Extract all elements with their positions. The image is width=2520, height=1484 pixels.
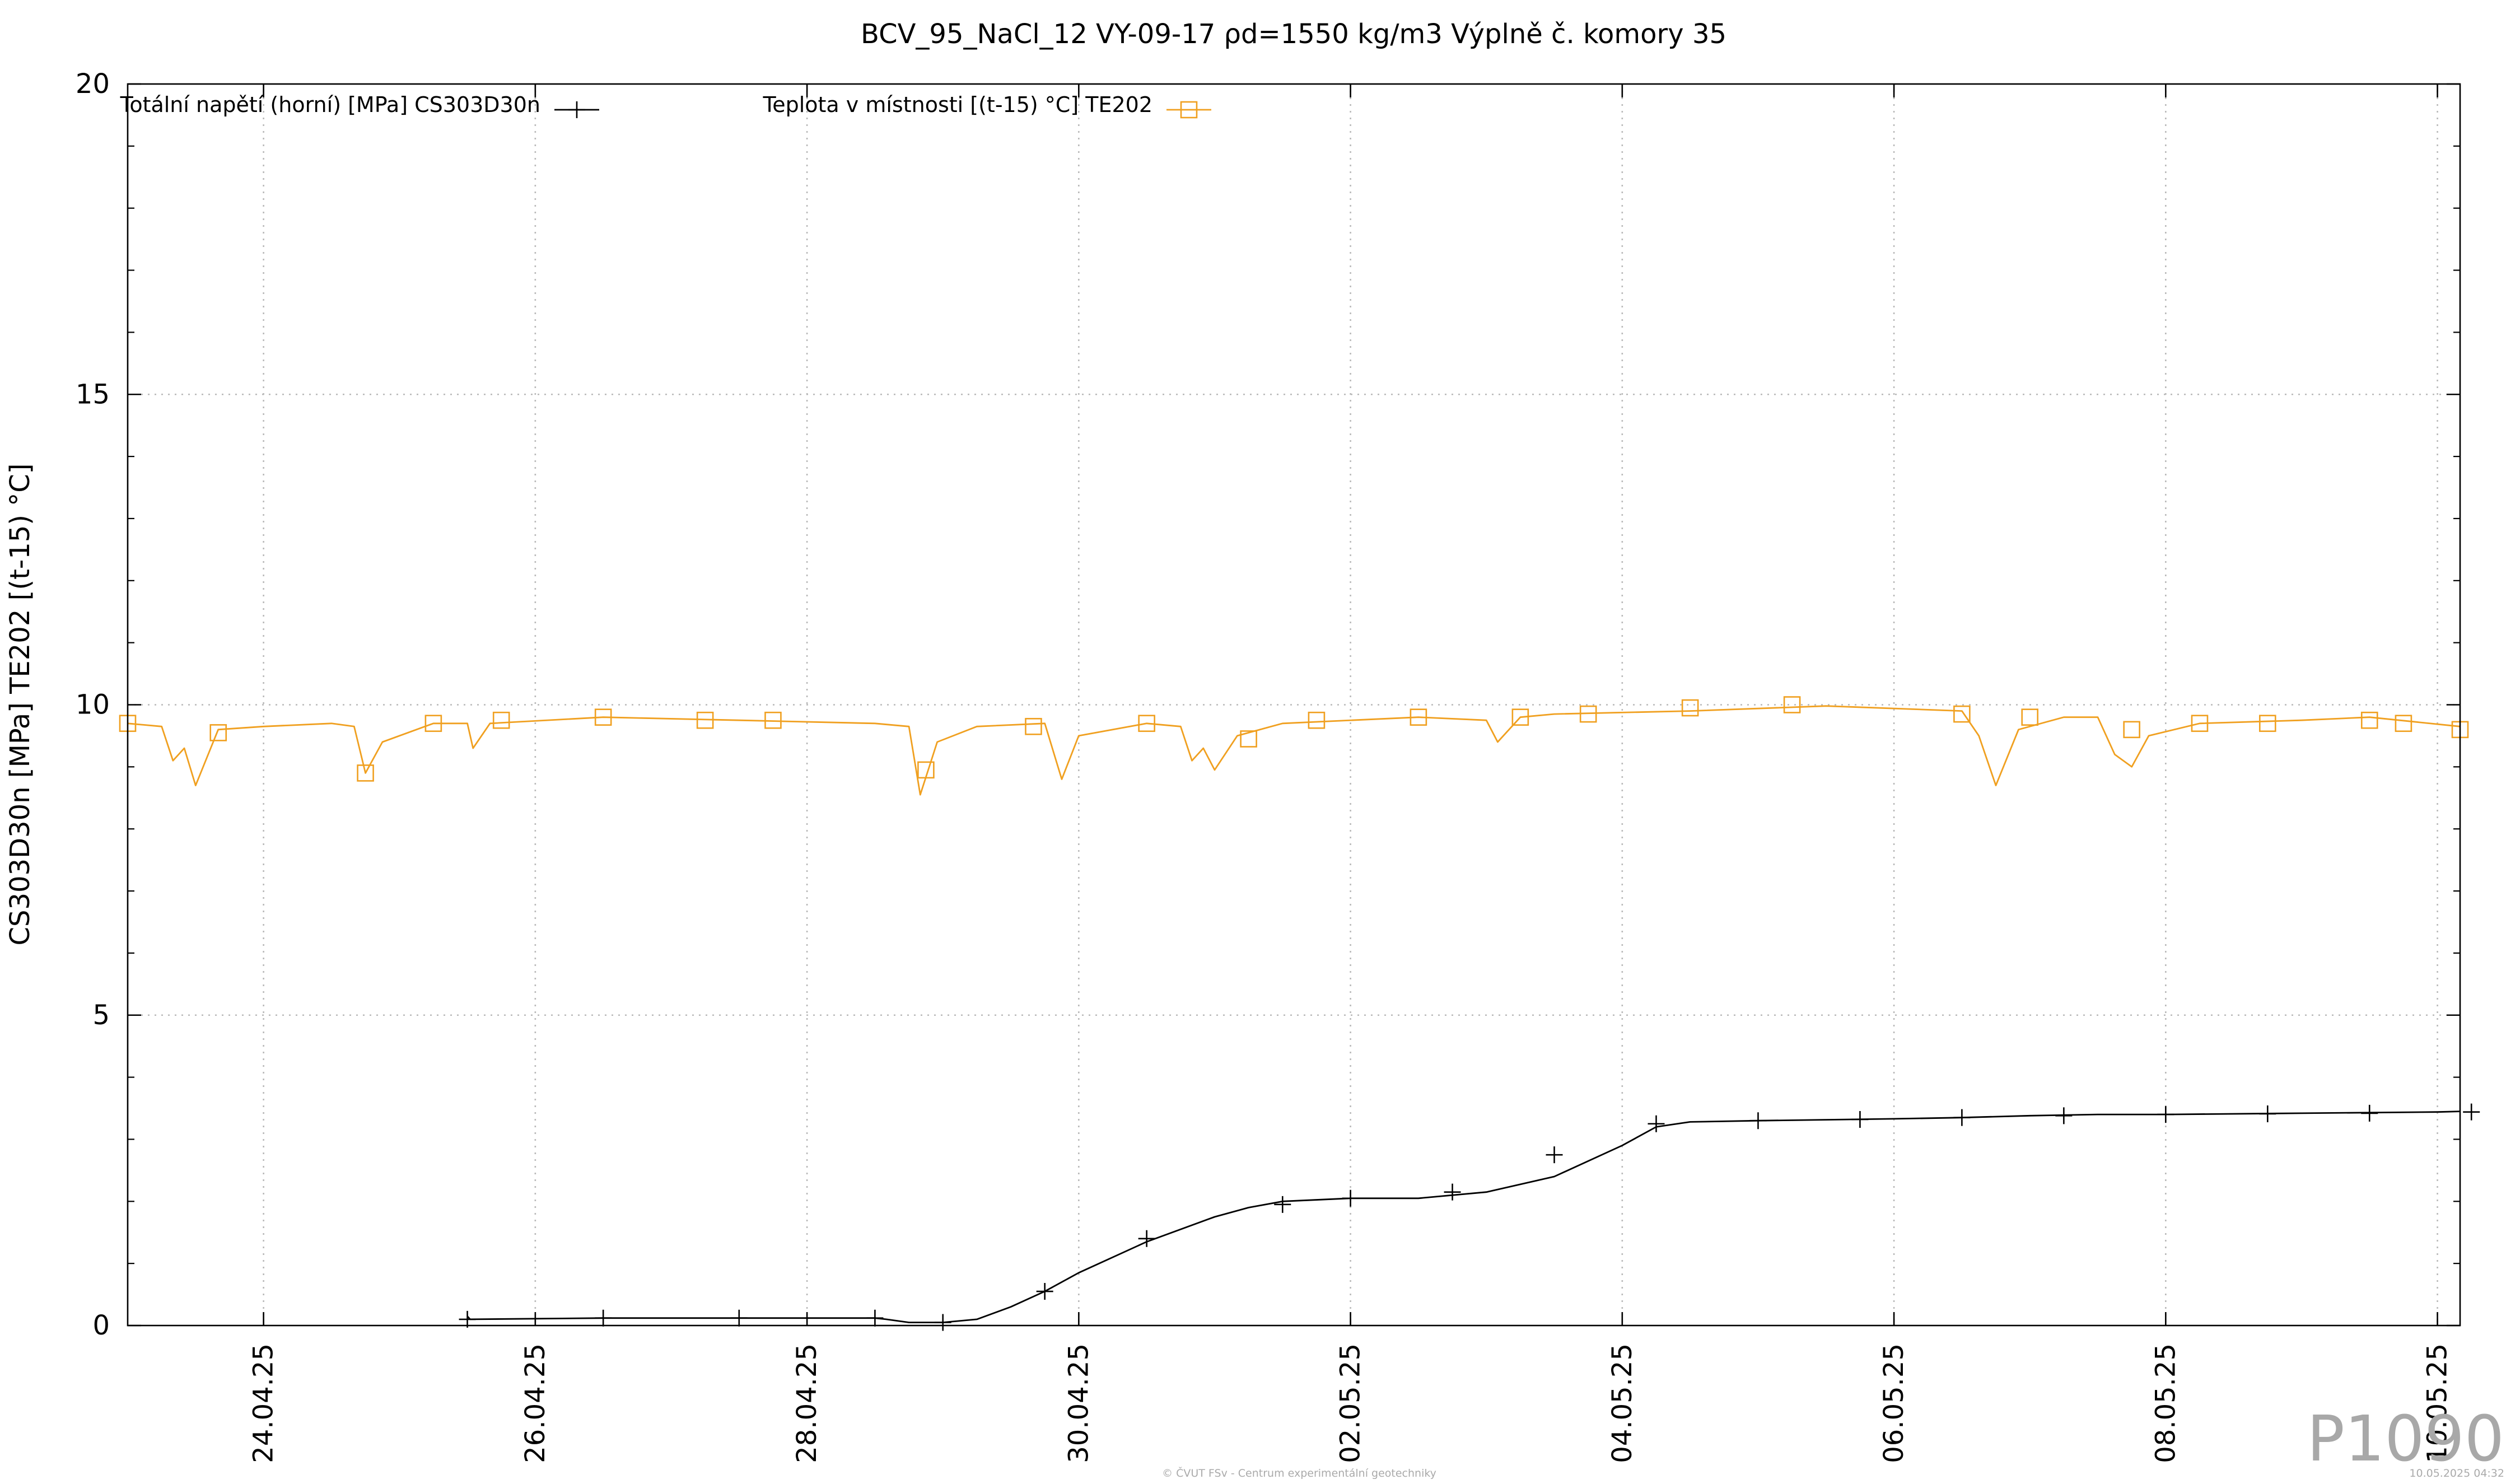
series-marker-temperature	[2123, 721, 2140, 739]
series-marker-stress	[1444, 1183, 1461, 1201]
legend-marker-stress	[568, 101, 585, 118]
series-marker-temperature	[1511, 708, 1529, 726]
series-marker-stress	[1342, 1189, 1359, 1207]
series-marker-stress	[1749, 1112, 1767, 1130]
y-axis-label: CS303D30n [MPa] TE202 [(t-15) °C]	[4, 463, 36, 945]
series-marker-stress	[1036, 1283, 1053, 1300]
y-tick-label: 0	[92, 1310, 110, 1341]
legend-label-temperature: Teplota v místnosti [(t-15) °C] TE202	[762, 92, 1152, 117]
y-tick-label: 15	[76, 379, 110, 410]
x-tick-label: 26.04.25	[520, 1343, 551, 1463]
series-marker-temperature	[2360, 711, 2378, 729]
series-marker-temperature	[424, 715, 442, 732]
series-marker-stress	[934, 1314, 951, 1331]
x-tick-label: 28.04.25	[791, 1343, 823, 1463]
series-line-temperature	[127, 705, 2461, 796]
series-marker-stress	[1138, 1230, 1155, 1247]
x-tick-label: 08.05.25	[2150, 1343, 2181, 1463]
series-marker-stress	[2259, 1105, 2276, 1122]
series-line-stress	[466, 1110, 2461, 1323]
x-tick-label: 06.05.25	[1878, 1343, 1910, 1463]
x-tick-label: 24.04.25	[248, 1343, 279, 1463]
watermark-label: P1090	[2307, 1403, 2504, 1476]
axes: 0 5 10 15 20 24.04.25 26.04.25 28.04.25 30.04.25…	[76, 68, 2460, 1463]
series-marker-temperature	[209, 724, 227, 741]
grid-lines	[128, 84, 2460, 1326]
legend: Totální napětí (horní) [MPa] CS303D30n T…	[120, 92, 1211, 119]
series-marker-stress	[2055, 1107, 2073, 1124]
footer-timestamp: 10.05.2025 04:32	[2409, 1467, 2504, 1480]
y-tick-label: 10	[76, 689, 110, 721]
series-marker-temperature	[1681, 699, 1699, 717]
series-marker-temperature	[594, 708, 612, 726]
series-marker-temperature	[917, 761, 935, 779]
series-marker-temperature	[696, 711, 714, 729]
series-marker-temperature	[1579, 705, 1597, 723]
series-marker-stress	[2157, 1106, 2174, 1123]
series-marker-stress	[730, 1309, 748, 1327]
series-marker-stress	[1953, 1109, 1971, 1126]
series-marker-stress	[595, 1309, 612, 1327]
series-marker-temperature	[1240, 730, 1257, 748]
y-tick-label: 20	[76, 68, 110, 100]
plot-series	[119, 696, 2480, 1331]
series-marker-temperature	[1025, 717, 1042, 735]
series-marker-temperature	[1308, 711, 1326, 729]
y-tick-label: 5	[92, 1000, 110, 1031]
legend-label-stress: Totální napětí (horní) [MPa] CS303D30n	[120, 92, 540, 117]
series-marker-temperature	[1783, 696, 1801, 713]
series-marker-temperature	[492, 711, 510, 729]
footer-credit: © ČVUT FSv - Centrum experimentální geot…	[1162, 1466, 1436, 1480]
x-tick-label: 02.05.25	[1335, 1343, 1366, 1463]
legend-marker-temperature	[1180, 101, 1198, 119]
series-marker-stress	[1648, 1115, 1665, 1132]
series-marker-temperature	[2191, 715, 2209, 732]
series-marker-temperature	[357, 764, 374, 782]
x-tick-label: 10.05.25	[2422, 1343, 2453, 1463]
series-marker-stress	[1546, 1146, 1563, 1164]
x-tick-label: 04.05.25	[1607, 1343, 1638, 1463]
series-marker-temperature	[1138, 715, 1155, 732]
series-marker-temperature	[764, 711, 782, 729]
series-marker-temperature	[2395, 715, 2412, 732]
series-marker-temperature	[1410, 708, 1427, 726]
series-marker-temperature	[2258, 715, 2276, 732]
series-marker-stress	[1274, 1196, 1291, 1213]
series-marker-temperature	[2021, 708, 2038, 726]
series-marker-stress	[2463, 1103, 2480, 1121]
series-marker-stress	[2361, 1104, 2378, 1122]
series-marker-stress	[1851, 1110, 1869, 1128]
chart-title: BCV_95_NaCl_12 VY-09-17 ρd=1550 kg/m3 Vý…	[861, 18, 1726, 50]
x-tick-label: 30.04.25	[1063, 1343, 1094, 1463]
series-marker-stress	[866, 1309, 884, 1327]
series-marker-temperature	[1953, 705, 1971, 723]
